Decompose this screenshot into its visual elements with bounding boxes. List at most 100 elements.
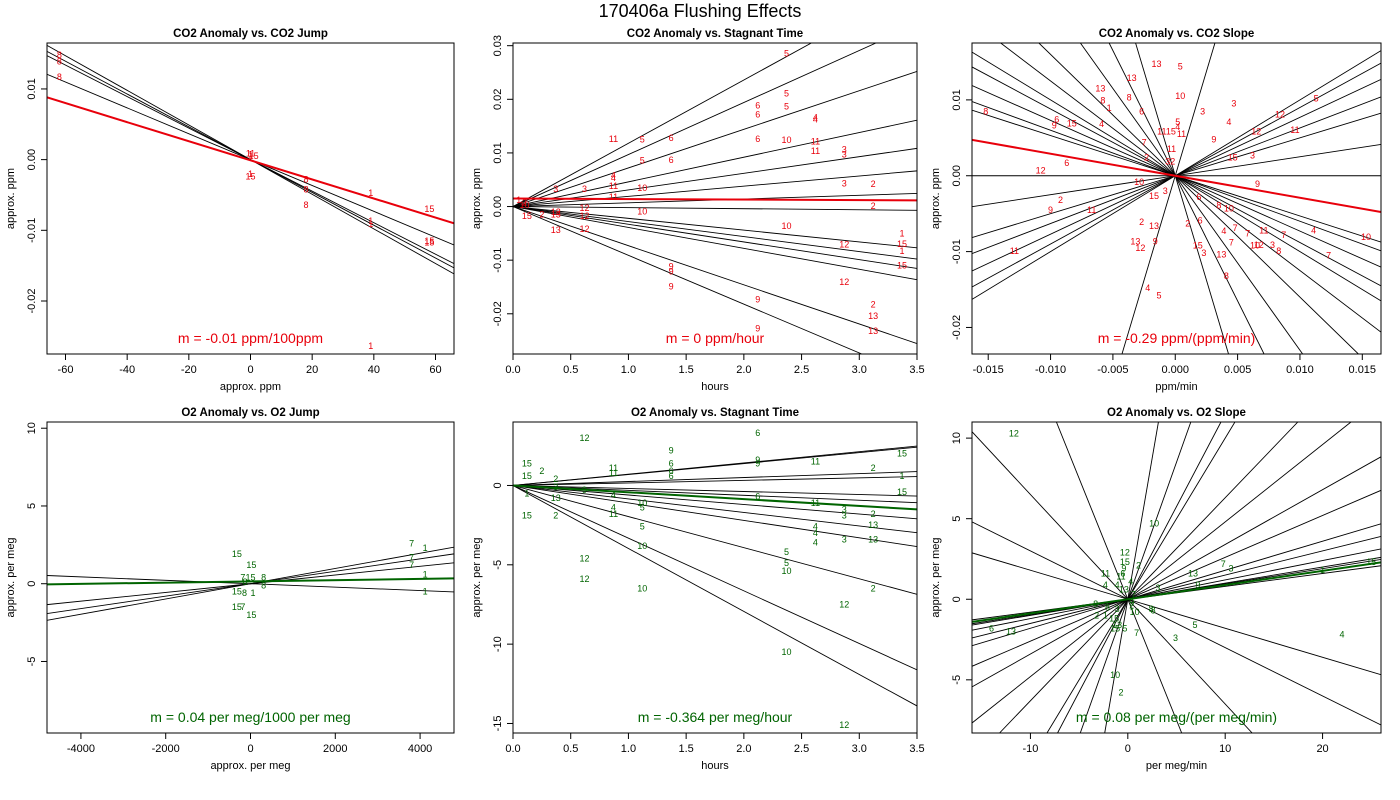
point-label: 1 bbox=[368, 341, 373, 351]
point-label: 1 bbox=[423, 569, 428, 579]
point-label: 8 bbox=[1100, 96, 1105, 106]
point-label: 15 bbox=[424, 237, 434, 247]
point-label: 5 bbox=[1192, 620, 1197, 630]
x-tick-label: -2000 bbox=[152, 743, 180, 755]
y-axis-label: approx. per meg bbox=[930, 537, 942, 617]
slope-annotation: m = -0.364 per meg/hour bbox=[638, 709, 793, 725]
overall-fit-line bbox=[513, 484, 917, 511]
point-label: 7 bbox=[1131, 589, 1136, 599]
chart-title: CO2 Anomaly vs. CO2 Slope bbox=[1099, 28, 1255, 40]
x-axis-label: approx. ppm bbox=[220, 381, 281, 393]
point-label: 4 bbox=[813, 528, 818, 538]
point-label: 8 bbox=[303, 174, 308, 184]
point-label: 11 bbox=[811, 457, 820, 467]
point-label: 2 bbox=[1118, 688, 1123, 698]
y-axis-label: approx. ppm bbox=[930, 168, 942, 229]
point-label: 11 bbox=[609, 181, 618, 191]
point-label: 10 bbox=[637, 183, 647, 193]
point-label: 1 bbox=[1320, 565, 1325, 575]
sample-fit-line bbox=[513, 206, 917, 269]
point-label: 3 bbox=[842, 150, 847, 160]
sample-fit-line bbox=[972, 523, 1381, 647]
point-label: 11 bbox=[609, 192, 618, 202]
point-label: 6 bbox=[1196, 192, 1201, 202]
point-label: 1 bbox=[899, 228, 904, 238]
x-tick-label: 0 bbox=[247, 743, 253, 755]
point-label: 9 bbox=[1048, 205, 1053, 215]
overall-fit-line bbox=[47, 577, 454, 586]
point-label: 12 bbox=[839, 720, 849, 730]
point-label: 1 bbox=[1219, 354, 1224, 364]
point-label: 7 bbox=[1281, 230, 1286, 240]
point-label: 1 bbox=[368, 216, 373, 226]
point-label: 8 bbox=[1216, 200, 1221, 210]
x-tick-label: 0.0 bbox=[505, 364, 520, 376]
x-axis-label: ppm/min bbox=[1155, 381, 1197, 393]
point-label: 9 bbox=[1195, 580, 1200, 590]
y-tick-label: -5 bbox=[26, 657, 38, 667]
point-label: 3 bbox=[1163, 186, 1168, 196]
x-tick-label: -4000 bbox=[67, 743, 95, 755]
point-label: 9 bbox=[755, 458, 760, 468]
point-label: 6 bbox=[755, 492, 760, 502]
plot-frame bbox=[512, 421, 918, 734]
point-label: 15 bbox=[897, 261, 907, 271]
point-label: 6 bbox=[669, 466, 674, 476]
x-tick-label: 3.0 bbox=[852, 743, 867, 755]
x-tick-label: 1.5 bbox=[678, 364, 693, 376]
point-label: 15 bbox=[1110, 623, 1120, 633]
point-label: 5 bbox=[784, 558, 789, 568]
x-tick-label: 3.5 bbox=[909, 364, 924, 376]
point-label: 9 bbox=[755, 455, 760, 465]
point-label: 15 bbox=[522, 511, 532, 521]
point-label: 12 bbox=[839, 599, 849, 609]
point-label: 1 bbox=[368, 188, 373, 198]
point-label: 6 bbox=[755, 134, 760, 144]
point-label: 15 bbox=[1193, 241, 1203, 251]
point-label: 1 bbox=[423, 586, 428, 596]
point-label: 3 bbox=[842, 145, 847, 155]
point-label: 8 bbox=[261, 580, 266, 590]
slope-annotation: m = -0.01 ppm/100ppm bbox=[178, 330, 323, 346]
x-tick-label: 4000 bbox=[408, 743, 432, 755]
sample-fit-line bbox=[972, 431, 1253, 733]
x-tick-label: 2.5 bbox=[794, 743, 809, 755]
plot-frame bbox=[512, 42, 918, 355]
point-label: 10 bbox=[1361, 232, 1371, 242]
point-label: 3 bbox=[1173, 633, 1178, 643]
y-tick-label: 0 bbox=[951, 596, 963, 602]
point-label: 9 bbox=[669, 266, 674, 276]
point-label: 5 bbox=[640, 135, 645, 145]
point-label: 4 bbox=[611, 173, 616, 183]
point-label: 13 bbox=[868, 520, 878, 530]
point-label: 3 bbox=[1201, 248, 1206, 258]
sample-fit-line bbox=[513, 119, 917, 207]
point-label: 11 bbox=[811, 137, 820, 147]
point-label: 13 bbox=[1006, 626, 1016, 636]
point-label: 3 bbox=[842, 511, 847, 521]
sample-fit-line bbox=[972, 535, 1381, 639]
sample-fit-line bbox=[513, 446, 917, 486]
point-label: 4 bbox=[611, 503, 616, 513]
y-axis-label: approx. per meg bbox=[5, 537, 17, 617]
point-label: 7 bbox=[1229, 237, 1234, 247]
point-label: 15 bbox=[897, 239, 907, 249]
point-label: 2 bbox=[539, 466, 544, 476]
point-label: 10 bbox=[782, 647, 792, 657]
point-label: 15 bbox=[522, 211, 532, 221]
x-tick-label: 0 bbox=[247, 364, 253, 376]
point-label: 3 bbox=[1155, 583, 1160, 593]
point-label: 6 bbox=[755, 428, 760, 438]
point-label: 9 bbox=[1211, 134, 1216, 144]
chart-o2-stagnant: O2 Anomaly vs. Stagnant Time152151152313… bbox=[471, 407, 925, 772]
y-tick-label: 0 bbox=[492, 482, 504, 488]
point-label: 10 bbox=[637, 206, 647, 216]
point-label: 9 bbox=[1052, 121, 1057, 131]
sample-fit-line bbox=[972, 548, 1381, 631]
x-axis-label: hours bbox=[701, 381, 729, 393]
point-label: 12 bbox=[839, 277, 849, 287]
point-label: 3 bbox=[1200, 106, 1205, 116]
point-label: 8 bbox=[1151, 606, 1156, 616]
